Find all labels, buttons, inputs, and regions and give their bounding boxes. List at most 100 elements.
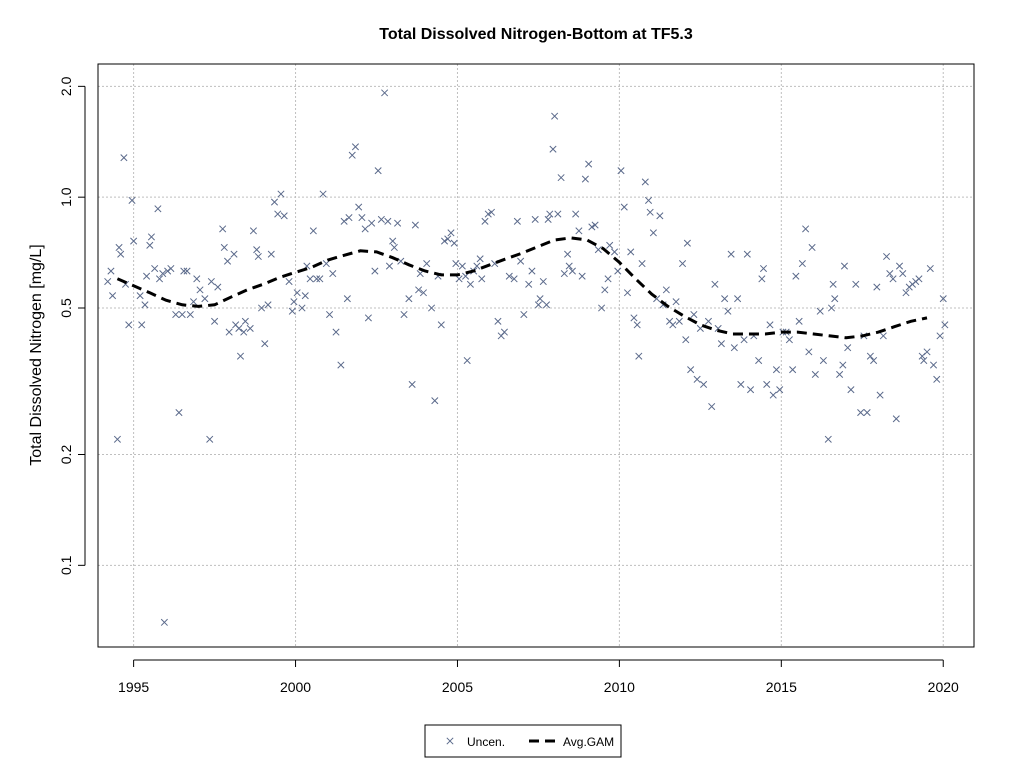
data-point (249, 227, 257, 235)
data-point (394, 219, 402, 227)
data-point (151, 264, 159, 273)
data-point (560, 270, 568, 278)
data-point (585, 160, 593, 168)
data-point (348, 151, 356, 159)
data-point (646, 208, 654, 216)
plot-frame (97, 63, 975, 648)
data-point (759, 264, 768, 273)
data-point (155, 275, 164, 283)
data-point (610, 248, 619, 256)
data-point (500, 328, 508, 336)
data-point (390, 243, 398, 252)
data-point (617, 167, 625, 175)
data-point (772, 366, 781, 374)
data-point (178, 310, 186, 319)
x-axis: 1995 2000 2005 2010 2015 2020 (118, 659, 959, 695)
data-point (808, 243, 816, 252)
data-point (844, 344, 852, 352)
data-point (902, 289, 910, 297)
data-point (220, 243, 228, 252)
data-point (601, 286, 609, 294)
data-point (939, 295, 947, 303)
x-tick-label-2005: 2005 (442, 679, 473, 695)
y-tick-label-4: 2.0 (58, 76, 74, 96)
data-point (641, 178, 649, 186)
data-point (332, 328, 340, 336)
data-point (455, 275, 463, 283)
data-point (743, 250, 751, 258)
data-point (572, 210, 580, 218)
data-point (207, 277, 215, 286)
data-point (277, 190, 285, 198)
data-point (343, 295, 351, 303)
data-point (241, 317, 249, 325)
x-tick-label-2015: 2015 (766, 679, 797, 695)
data-point (146, 241, 154, 249)
data-point (717, 340, 725, 348)
data-point (172, 310, 180, 319)
data-point (785, 336, 793, 344)
data-point (298, 304, 306, 312)
data-point (437, 321, 445, 329)
data-point (866, 352, 874, 360)
data-point (466, 280, 474, 288)
chart-title: Total Dissolved Nitrogen-Bottom at TF5.3 (379, 26, 693, 43)
data-point (669, 321, 677, 329)
data-point (385, 262, 394, 270)
data-point (542, 301, 551, 309)
data-point (381, 89, 389, 97)
data-point (682, 336, 690, 344)
data-point (704, 317, 713, 325)
data-point (792, 272, 800, 280)
data-point (285, 277, 293, 286)
data-point (431, 397, 439, 405)
data-point (892, 415, 900, 423)
data-point (107, 267, 115, 275)
y-axis: 0.1 0.2 0.5 1.0 2.0 (58, 76, 86, 575)
data-point (225, 328, 233, 336)
data-point (575, 227, 583, 235)
data-point (180, 267, 188, 275)
data-point (193, 275, 201, 283)
y-tick-label-1: 0.2 (58, 445, 74, 465)
data-point (246, 324, 254, 332)
data-point (630, 314, 638, 322)
data-point (513, 217, 521, 225)
data-point (211, 317, 219, 325)
data-point (288, 307, 296, 315)
data-point (623, 289, 632, 297)
data-point (136, 292, 144, 300)
data-point (223, 257, 232, 265)
data-point (419, 289, 428, 297)
data-point (923, 348, 931, 356)
data-point (147, 233, 155, 241)
data-point (219, 225, 227, 233)
data-point (520, 310, 528, 319)
data-point (444, 235, 452, 243)
data-point (128, 196, 136, 204)
data-point (564, 250, 572, 258)
data-point (863, 408, 871, 417)
data-point (325, 310, 334, 319)
y-tick-label-3: 1.0 (58, 187, 74, 207)
data-point (487, 208, 496, 216)
data-point (301, 292, 309, 300)
data-point (870, 356, 878, 365)
data-point (840, 262, 849, 270)
data-point (240, 328, 248, 336)
data-point (811, 370, 819, 378)
data-point (143, 272, 151, 280)
data-point (130, 237, 138, 245)
data-point (313, 275, 321, 283)
data-point (746, 386, 755, 394)
data-point (551, 112, 559, 120)
data-point (635, 352, 643, 360)
data-point (104, 277, 112, 286)
data-point (254, 252, 262, 261)
legend-box (424, 724, 622, 758)
y-tick-label-2: 0.5 (58, 298, 74, 318)
data-point (175, 408, 183, 417)
data-point (737, 380, 745, 388)
data-point (831, 295, 839, 303)
